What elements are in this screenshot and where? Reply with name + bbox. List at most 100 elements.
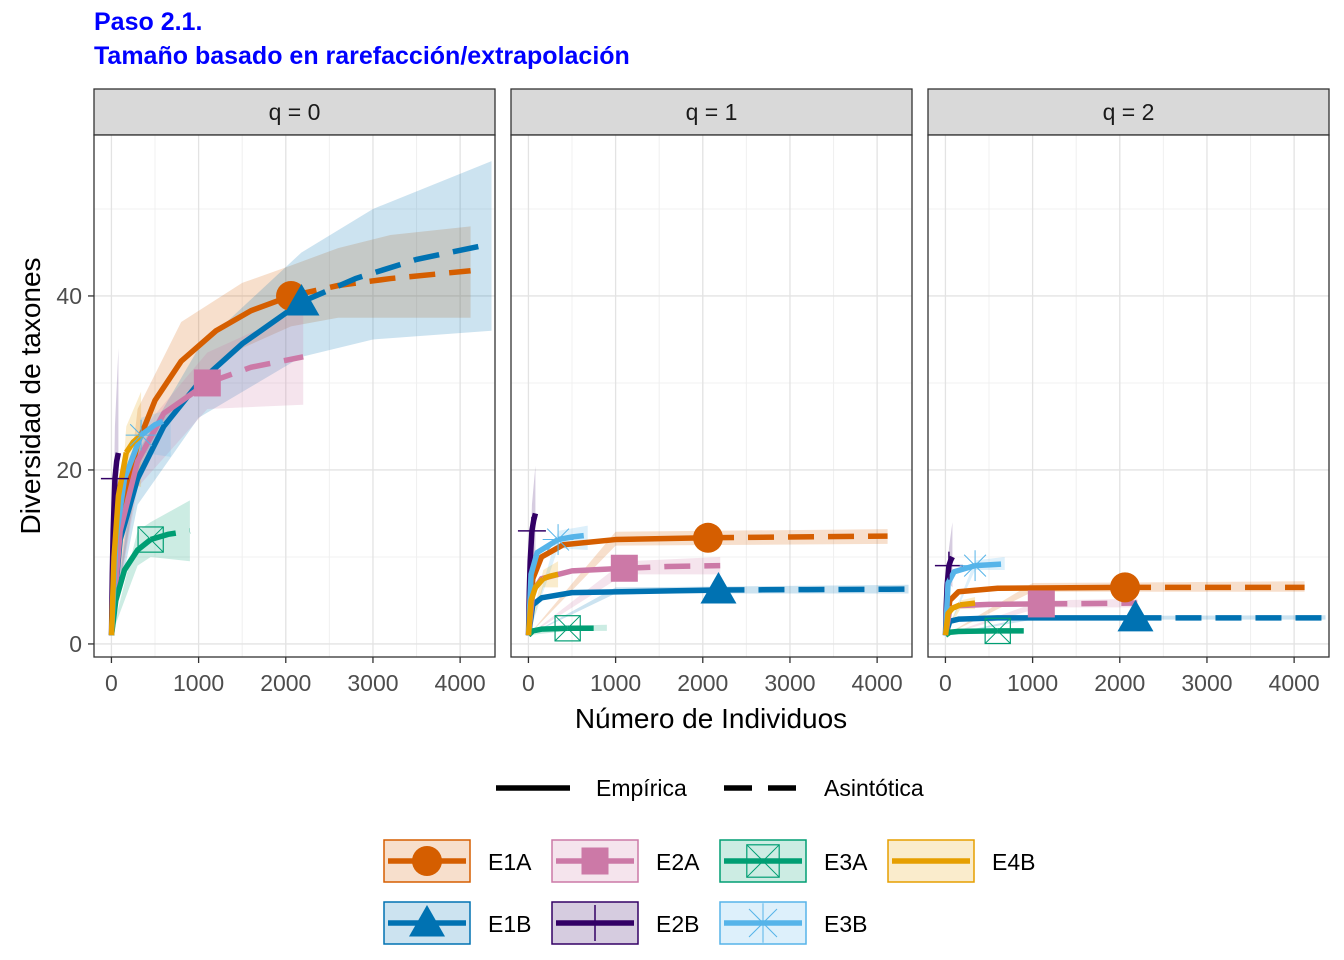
- observed-point-e2a: [1027, 590, 1055, 618]
- legend-label-e3b: E3B: [824, 911, 867, 937]
- legend-marker-e1b: [409, 905, 445, 937]
- x-tick-label: 2000: [260, 670, 311, 696]
- gridlines: [928, 135, 1329, 657]
- rarefaction-line-e4b: [942, 602, 962, 636]
- legend-key-e2b: [551, 901, 639, 945]
- plot-background: [511, 135, 912, 657]
- confidence-band-e1b: [111, 161, 492, 636]
- x-tick-label: 4000: [852, 670, 903, 696]
- y-tick-label: 0: [69, 631, 82, 657]
- observed-point-e1a: [693, 522, 724, 553]
- y-tick-label: 20: [56, 457, 82, 483]
- legend-label-asymptotic: Asintótica: [824, 775, 924, 801]
- legend-label-e3a: E3A: [824, 849, 868, 875]
- x-tick-label: 3000: [1181, 670, 1232, 696]
- extrapolation-line-e3b: [139, 415, 172, 438]
- confidence-band-e1a: [528, 529, 888, 636]
- extrapolation-line-e3b: [557, 532, 589, 543]
- extrapolation-line-e2a: [206, 354, 304, 386]
- legend-key-e1a: [383, 839, 471, 883]
- y-tick-label: 40: [56, 283, 82, 309]
- observed-point-e2b: [517, 516, 546, 545]
- legend-marker-e2a: [581, 847, 609, 875]
- legend-key-e3b: [719, 901, 807, 945]
- rarefaction-line-e4b: [525, 576, 546, 636]
- confidence-band-e4b: [528, 561, 559, 636]
- observed-point-e3a: [137, 526, 164, 553]
- legend-label-e1a: E1A: [488, 849, 532, 875]
- legend-label-e2a: E2A: [656, 849, 700, 875]
- site-legend: E1A E2A E3A E4B E1B E2B E3B: [383, 839, 1035, 945]
- facet-label: q = 2: [1103, 99, 1155, 125]
- x-tick-label: 2000: [1094, 670, 1145, 696]
- observed-point-e3b: [959, 550, 991, 582]
- facet-panel-2: q = 2 0 1000 2000 3000 4000: [927, 88, 1330, 696]
- rarefaction-line-e4b: [108, 452, 129, 636]
- observed-point-e2b: [934, 551, 963, 580]
- observed-point-e3b: [542, 524, 574, 555]
- panel-border: [93, 134, 496, 658]
- facet-strip: [927, 88, 1330, 136]
- data-layer: [517, 465, 909, 642]
- x-tick-label: 4000: [1269, 670, 1320, 696]
- extrapolation-line-e1b: [718, 586, 909, 593]
- observed-point-e2b: [100, 464, 129, 493]
- confidence-band-e2a: [111, 309, 304, 636]
- observed-point-e1b: [283, 284, 320, 316]
- gridlines: [511, 135, 912, 657]
- confidence-band-e3b: [111, 409, 171, 636]
- legend-key-e3a: [719, 839, 807, 883]
- panel-border: [927, 134, 1330, 658]
- chart-title-line2: Tamaño basado en rarefacción/extrapolaci…: [94, 42, 630, 70]
- x-tick-label: 0: [939, 670, 952, 696]
- legend-label-empirical: Empírica: [596, 775, 687, 801]
- confidence-band-e1a: [111, 226, 471, 636]
- x-tick-label: 2000: [677, 670, 728, 696]
- facet-label: q = 1: [686, 99, 738, 125]
- legend-marker-e3b: [743, 903, 783, 943]
- observed-point-e1b: [700, 572, 737, 604]
- x-tick-label: 3000: [347, 670, 398, 696]
- x-tick-label: 0: [105, 670, 118, 696]
- observed-point-e2a: [610, 554, 638, 582]
- extrapolation-line-e1a: [290, 267, 471, 299]
- data-layer: [100, 161, 493, 636]
- legend-key-e2a: [551, 839, 639, 883]
- extrapolation-line-e2a: [1041, 600, 1138, 607]
- legend-key-e1b: [383, 901, 471, 945]
- observed-point-e3b: [125, 419, 157, 451]
- data-layer: [934, 522, 1326, 645]
- extrapolation-line-e1a: [707, 533, 888, 541]
- observed-point-e1a: [1110, 572, 1141, 603]
- extrapolation-line-e3a: [149, 528, 191, 543]
- extrapolation-line-e2a: [624, 562, 721, 572]
- extrapolation-line-e4b: [959, 600, 976, 608]
- legend-marker-e3a: [746, 844, 780, 878]
- observed-point-e3a: [984, 617, 1011, 645]
- legend-key-e4b: [887, 839, 975, 883]
- extrapolation-line-e4b: [542, 571, 559, 582]
- chart-title-line1: Paso 2.1.: [94, 8, 203, 36]
- x-tick-label: 1000: [590, 670, 641, 696]
- x-tick-label: 0: [522, 670, 535, 696]
- linetype-legend: Empírica Asintótica: [496, 775, 924, 801]
- extrapolation-line-e1b: [300, 241, 493, 305]
- x-axis-title: Número de Individuos: [575, 703, 847, 734]
- facet-panel-1: q = 1 0 1000 2000 3000 4000: [510, 88, 913, 696]
- panel-border: [510, 134, 913, 658]
- x-tick-label: 1000: [173, 670, 224, 696]
- legend-marker-e2b: [577, 905, 613, 941]
- observed-point-e2a: [193, 369, 221, 397]
- observed-point-e1b: [1117, 599, 1154, 632]
- y-axis-title: Diversidad de taxones: [15, 257, 46, 534]
- confidence-band-e1b: [528, 584, 909, 636]
- x-tick-label: 4000: [435, 670, 486, 696]
- x-tick-label: 1000: [1007, 670, 1058, 696]
- rarefaction-line-e3b: [942, 563, 976, 636]
- legend-label-e2b: E2B: [656, 911, 699, 937]
- observed-point-e3a: [554, 615, 581, 642]
- legend-label-e4b: E4B: [992, 849, 1035, 875]
- legend-label-e1b: E1B: [488, 911, 531, 937]
- plot-background: [928, 135, 1329, 657]
